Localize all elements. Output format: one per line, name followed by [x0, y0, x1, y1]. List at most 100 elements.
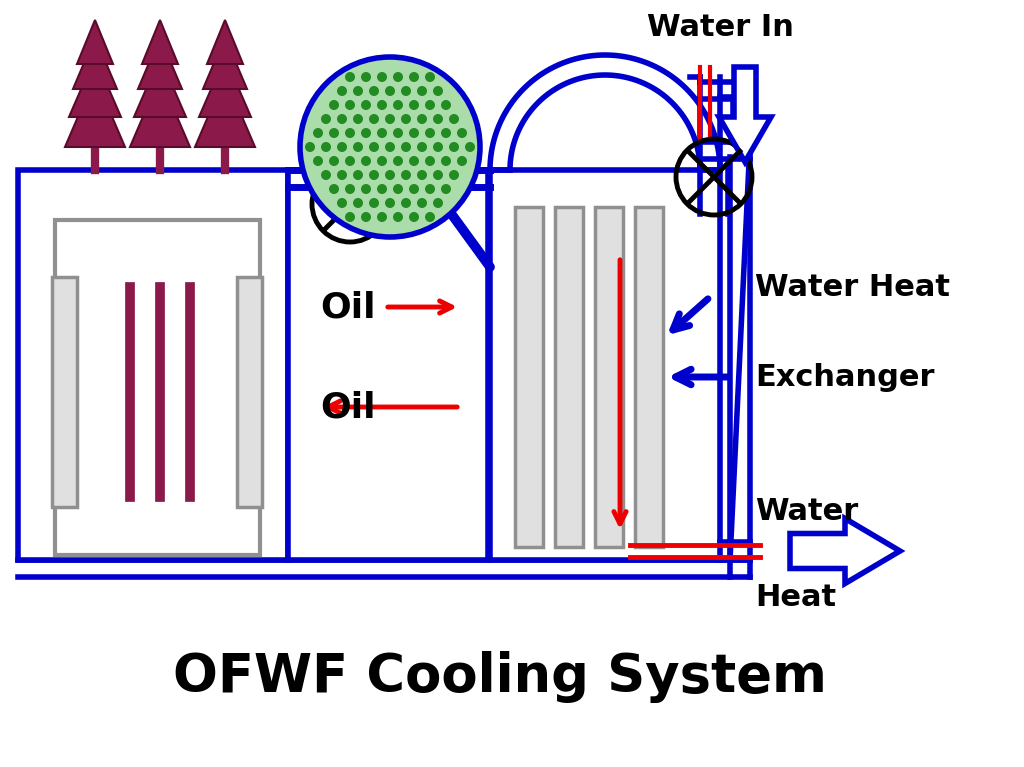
Text: Water Heat: Water Heat	[755, 272, 950, 301]
Circle shape	[441, 100, 451, 110]
Bar	[18, 170, 288, 560]
Circle shape	[425, 72, 435, 82]
Circle shape	[449, 142, 459, 152]
Bar	[595, 207, 623, 547]
Circle shape	[393, 100, 403, 110]
Text: Oil: Oil	[319, 390, 376, 424]
Polygon shape	[77, 20, 113, 64]
Polygon shape	[69, 57, 121, 117]
FancyArrow shape	[790, 518, 900, 584]
Circle shape	[385, 198, 395, 208]
Circle shape	[369, 198, 379, 208]
Bar	[490, 170, 720, 560]
Circle shape	[409, 128, 419, 138]
Circle shape	[385, 142, 395, 152]
Circle shape	[425, 156, 435, 166]
Circle shape	[313, 128, 323, 138]
Circle shape	[361, 212, 371, 222]
Circle shape	[417, 114, 427, 124]
Circle shape	[409, 72, 419, 82]
Circle shape	[449, 170, 459, 180]
Circle shape	[345, 184, 355, 194]
Circle shape	[401, 86, 411, 96]
Circle shape	[353, 142, 362, 152]
Circle shape	[401, 114, 411, 124]
Text: Exchanger: Exchanger	[755, 363, 935, 391]
Circle shape	[385, 114, 395, 124]
Circle shape	[321, 142, 331, 152]
Circle shape	[385, 170, 395, 180]
Bar	[288, 170, 488, 560]
Bar	[515, 207, 543, 547]
Circle shape	[433, 114, 443, 124]
Circle shape	[433, 86, 443, 96]
Circle shape	[329, 156, 339, 166]
Circle shape	[393, 212, 403, 222]
Circle shape	[345, 72, 355, 82]
Text: OFWF Cooling System: OFWF Cooling System	[173, 651, 827, 703]
Circle shape	[409, 156, 419, 166]
Circle shape	[433, 142, 443, 152]
Circle shape	[457, 156, 467, 166]
Circle shape	[369, 142, 379, 152]
FancyArrow shape	[719, 67, 771, 162]
Circle shape	[300, 57, 480, 237]
Circle shape	[345, 156, 355, 166]
Circle shape	[369, 170, 379, 180]
Circle shape	[369, 86, 379, 96]
Circle shape	[361, 100, 371, 110]
Bar	[55, 220, 260, 555]
Circle shape	[345, 212, 355, 222]
Circle shape	[425, 128, 435, 138]
Circle shape	[337, 114, 347, 124]
Circle shape	[305, 142, 315, 152]
Circle shape	[361, 128, 371, 138]
Circle shape	[417, 170, 427, 180]
Text: Oil: Oil	[319, 290, 376, 324]
Circle shape	[321, 114, 331, 124]
Circle shape	[449, 114, 459, 124]
Circle shape	[337, 170, 347, 180]
Circle shape	[337, 86, 347, 96]
Circle shape	[425, 100, 435, 110]
Polygon shape	[73, 37, 117, 89]
Circle shape	[313, 156, 323, 166]
Polygon shape	[203, 37, 247, 89]
Circle shape	[329, 100, 339, 110]
Circle shape	[369, 114, 379, 124]
Polygon shape	[65, 77, 125, 147]
Bar	[555, 207, 583, 547]
Circle shape	[409, 212, 419, 222]
Circle shape	[425, 212, 435, 222]
Circle shape	[345, 128, 355, 138]
Circle shape	[457, 128, 467, 138]
Circle shape	[393, 128, 403, 138]
Circle shape	[441, 128, 451, 138]
Circle shape	[409, 184, 419, 194]
Circle shape	[393, 156, 403, 166]
Circle shape	[401, 198, 411, 208]
Circle shape	[361, 72, 371, 82]
Text: Water In: Water In	[646, 12, 794, 41]
Text: Heat: Heat	[755, 582, 837, 611]
Polygon shape	[130, 77, 190, 147]
Circle shape	[361, 156, 371, 166]
Polygon shape	[207, 20, 243, 64]
Circle shape	[377, 156, 387, 166]
Circle shape	[353, 86, 362, 96]
Circle shape	[377, 128, 387, 138]
Circle shape	[353, 114, 362, 124]
Circle shape	[329, 184, 339, 194]
Circle shape	[337, 198, 347, 208]
Circle shape	[377, 212, 387, 222]
Polygon shape	[199, 57, 251, 117]
Circle shape	[353, 170, 362, 180]
Circle shape	[353, 198, 362, 208]
Circle shape	[361, 184, 371, 194]
Circle shape	[393, 72, 403, 82]
Polygon shape	[195, 77, 255, 147]
Circle shape	[377, 184, 387, 194]
Circle shape	[409, 100, 419, 110]
Circle shape	[377, 72, 387, 82]
Circle shape	[417, 86, 427, 96]
